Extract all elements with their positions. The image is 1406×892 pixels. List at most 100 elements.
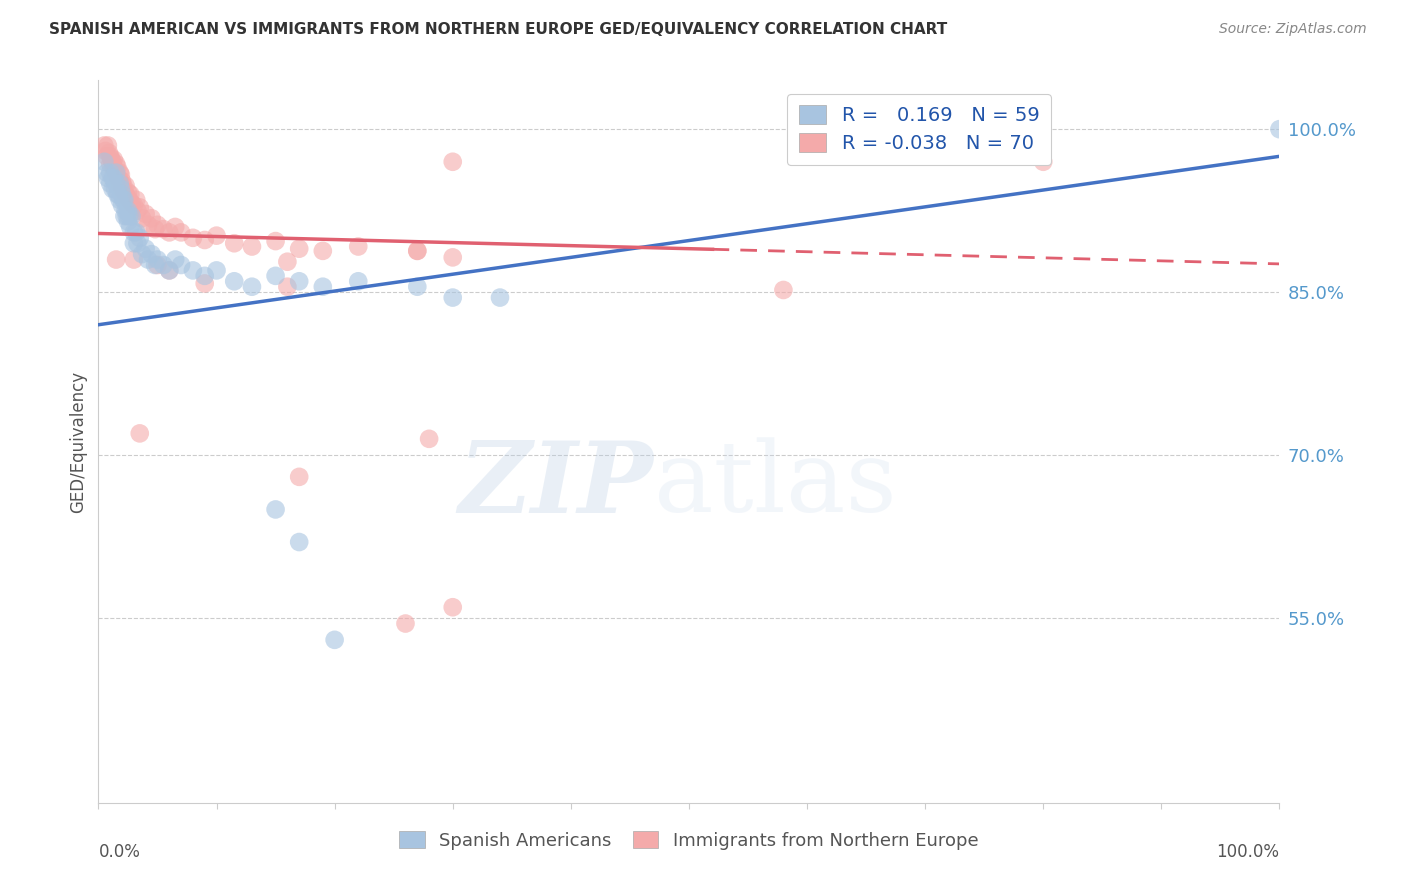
Point	[127, 236, 149, 251]
Point	[96, 166, 118, 180]
Point	[110, 182, 132, 196]
Point	[181, 263, 204, 277]
Point	[205, 228, 228, 243]
Point	[1268, 122, 1291, 136]
Point	[108, 166, 131, 180]
Point	[194, 277, 217, 291]
Point	[120, 187, 142, 202]
Point	[312, 279, 335, 293]
Point	[240, 239, 263, 253]
Point	[170, 258, 193, 272]
Point	[441, 291, 464, 305]
Point	[117, 185, 139, 199]
Point	[441, 154, 464, 169]
Point	[108, 177, 131, 191]
Point	[122, 236, 145, 251]
Point	[114, 178, 136, 193]
Point	[157, 263, 180, 277]
Point	[93, 138, 115, 153]
Point	[165, 252, 187, 267]
Point	[112, 178, 135, 193]
Point	[135, 207, 157, 221]
Text: Source: ZipAtlas.com: Source: ZipAtlas.com	[1219, 22, 1367, 37]
Point	[441, 600, 464, 615]
Point	[128, 231, 150, 245]
Point	[194, 233, 217, 247]
Point	[108, 193, 131, 207]
Point	[98, 149, 121, 163]
Point	[205, 263, 228, 277]
Text: 0.0%: 0.0%	[98, 843, 141, 861]
Point	[100, 153, 122, 167]
Point	[240, 279, 263, 293]
Point	[112, 209, 135, 223]
Point	[125, 193, 148, 207]
Point	[1032, 154, 1054, 169]
Point	[131, 247, 153, 261]
Point	[105, 252, 128, 267]
Point	[122, 198, 145, 212]
Point	[104, 163, 127, 178]
Point	[125, 226, 148, 240]
Text: 100.0%: 100.0%	[1216, 843, 1279, 861]
Point	[101, 154, 124, 169]
Point	[152, 222, 174, 236]
Point	[96, 149, 118, 163]
Point	[105, 187, 128, 202]
Point	[111, 182, 134, 196]
Point	[288, 535, 311, 549]
Point	[105, 157, 128, 171]
Point	[157, 226, 180, 240]
Point	[107, 171, 129, 186]
Point	[406, 244, 429, 258]
Point	[107, 187, 129, 202]
Point	[288, 242, 311, 256]
Point	[121, 209, 143, 223]
Point	[105, 166, 128, 180]
Point	[288, 274, 311, 288]
Point	[117, 214, 139, 228]
Point	[110, 168, 132, 182]
Point	[105, 168, 128, 182]
Point	[288, 470, 311, 484]
Point	[98, 146, 121, 161]
Point	[347, 274, 370, 288]
Point	[323, 632, 346, 647]
Point	[101, 171, 124, 186]
Point	[118, 209, 141, 223]
Point	[112, 185, 135, 199]
Point	[105, 177, 128, 191]
Text: atlas: atlas	[654, 437, 896, 533]
Point	[128, 426, 150, 441]
Point	[93, 154, 115, 169]
Point	[94, 144, 117, 158]
Point	[418, 432, 440, 446]
Point	[264, 268, 287, 283]
Point	[394, 616, 416, 631]
Point	[143, 258, 166, 272]
Point	[122, 252, 145, 267]
Point	[111, 198, 134, 212]
Point	[98, 177, 121, 191]
Point	[115, 209, 138, 223]
Point	[98, 166, 121, 180]
Point	[276, 279, 298, 293]
Point	[181, 231, 204, 245]
Point	[141, 211, 163, 226]
Point	[194, 268, 217, 283]
Point	[112, 193, 135, 207]
Point	[103, 171, 125, 186]
Point	[312, 244, 335, 258]
Point	[165, 219, 187, 234]
Point	[276, 254, 298, 268]
Point	[111, 174, 134, 188]
Point	[97, 138, 120, 153]
Point	[135, 242, 157, 256]
Point	[146, 218, 169, 232]
Point	[108, 177, 131, 191]
Point	[131, 211, 153, 226]
Point	[101, 182, 124, 196]
Point	[121, 196, 143, 211]
Point	[118, 193, 141, 207]
Point	[117, 203, 139, 218]
